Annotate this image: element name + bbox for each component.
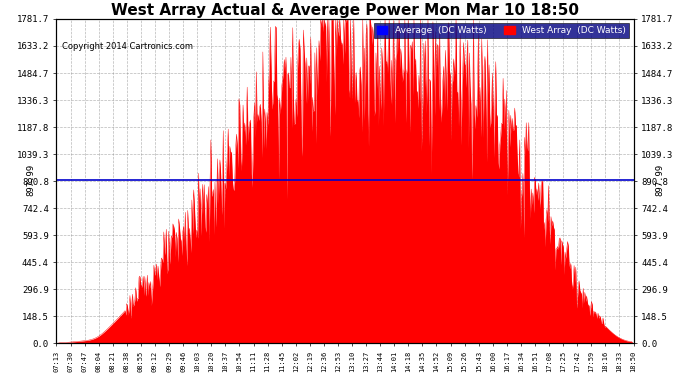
Legend: Average  (DC Watts), West Array  (DC Watts): Average (DC Watts), West Array (DC Watts… [374, 24, 629, 38]
Text: 897.99: 897.99 [655, 164, 664, 196]
Text: Copyright 2014 Cartronics.com: Copyright 2014 Cartronics.com [62, 42, 193, 51]
Title: West Array Actual & Average Power Mon Mar 10 18:50: West Array Actual & Average Power Mon Ma… [111, 3, 579, 18]
Text: 897.99: 897.99 [26, 164, 35, 196]
